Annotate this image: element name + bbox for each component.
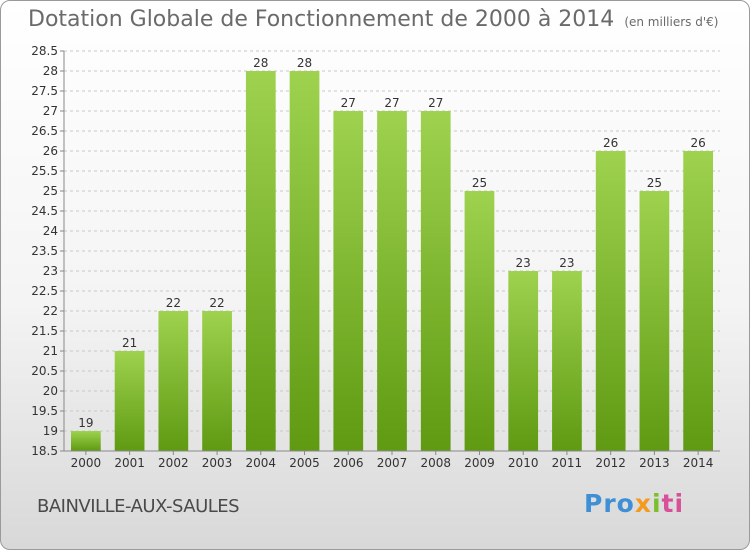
y-tick-label: 21 bbox=[43, 344, 58, 358]
y-axis-ticks: 18.5 19 19.5 20 20.5 21 21.5 22 22.5 23 23.5 24 24.5… bbox=[31, 44, 64, 458]
value-labels: 19 21 22 22 28 28 27 27 27 25 23 23 26 25 26 bbox=[78, 56, 706, 430]
bar-value-label: 23 bbox=[516, 256, 531, 270]
bar bbox=[595, 151, 626, 451]
y-tick-label: 22 bbox=[43, 304, 58, 318]
y-tick-label: 22.5 bbox=[31, 284, 58, 298]
x-axis-ticks: 2000 2001 2002 2003 2004 2005 2006 2007 2008 2009… bbox=[71, 451, 714, 470]
bar bbox=[639, 191, 670, 451]
x-tick-label: 2002 bbox=[158, 456, 189, 470]
bar-value-label: 27 bbox=[341, 96, 356, 110]
bar bbox=[114, 351, 145, 451]
x-tick-label: 2005 bbox=[289, 456, 320, 470]
y-tick-label: 20 bbox=[43, 384, 58, 398]
bar-value-label: 25 bbox=[472, 176, 487, 190]
bar-value-label: 22 bbox=[166, 296, 181, 310]
bar-value-label: 27 bbox=[428, 96, 443, 110]
bars bbox=[70, 71, 714, 451]
logo-part-1: Pro bbox=[584, 489, 635, 518]
y-tick-label: 25 bbox=[43, 184, 58, 198]
x-tick-label: 2014 bbox=[683, 456, 714, 470]
y-tick-label: 28.5 bbox=[31, 44, 58, 58]
y-tick-label: 28 bbox=[43, 64, 58, 78]
bar bbox=[683, 151, 714, 451]
bar-value-label: 28 bbox=[253, 56, 268, 70]
bar bbox=[333, 111, 364, 451]
x-tick-label: 2007 bbox=[377, 456, 408, 470]
bar-value-label: 26 bbox=[603, 136, 618, 150]
y-tick-label: 19.5 bbox=[31, 404, 58, 418]
commune-name: BAINVILLE-AUX-SAULES bbox=[37, 496, 240, 517]
y-tick-label: 27 bbox=[43, 104, 58, 118]
bar-value-label: 22 bbox=[209, 296, 224, 310]
bar-value-label: 19 bbox=[78, 416, 93, 430]
logo-part-3: i bbox=[651, 489, 662, 518]
bar bbox=[202, 311, 232, 451]
x-tick-label: 2000 bbox=[71, 456, 102, 470]
bar bbox=[552, 271, 582, 451]
x-tick-label: 2011 bbox=[552, 456, 583, 470]
bar-value-label: 28 bbox=[297, 56, 312, 70]
y-tick-label: 18.5 bbox=[31, 444, 58, 458]
y-tick-label: 26 bbox=[43, 144, 58, 158]
y-tick-label: 24 bbox=[43, 224, 58, 238]
bar bbox=[289, 71, 320, 451]
y-tick-label: 20.5 bbox=[31, 364, 58, 378]
x-tick-label: 2003 bbox=[202, 456, 233, 470]
y-tick-label: 25.5 bbox=[31, 164, 58, 178]
bar bbox=[158, 311, 189, 451]
proxiti-logo[interactable]: Proxiti bbox=[584, 489, 684, 518]
chart-title: Dotation Globale de Fonctionnement de 20… bbox=[28, 7, 718, 32]
x-tick-label: 2006 bbox=[333, 456, 364, 470]
logo-part-2: x bbox=[634, 489, 652, 518]
x-tick-label: 2009 bbox=[464, 456, 495, 470]
y-tick-label: 23.5 bbox=[31, 244, 58, 258]
y-tick-label: 24.5 bbox=[31, 204, 58, 218]
y-tick-label: 26.5 bbox=[31, 124, 58, 138]
bar bbox=[508, 271, 539, 451]
x-tick-label: 2013 bbox=[639, 456, 670, 470]
logo-part-4: ti bbox=[661, 489, 685, 518]
x-tick-label: 2008 bbox=[420, 456, 451, 470]
x-tick-label: 2004 bbox=[246, 456, 277, 470]
y-tick-label: 21.5 bbox=[31, 324, 58, 338]
chart-unit: (en milliers d'€) bbox=[624, 15, 719, 29]
bar-value-label: 25 bbox=[647, 176, 662, 190]
bar-value-label: 23 bbox=[559, 256, 574, 270]
bar-value-label: 21 bbox=[122, 336, 137, 350]
bar-value-label: 26 bbox=[690, 136, 705, 150]
y-tick-label: 23 bbox=[43, 264, 58, 278]
x-tick-label: 2012 bbox=[595, 456, 626, 470]
y-tick-label: 27.5 bbox=[31, 84, 58, 98]
bar bbox=[70, 431, 101, 451]
bar bbox=[420, 111, 451, 451]
x-tick-label: 2001 bbox=[114, 456, 145, 470]
chart-title-text: Dotation Globale de Fonctionnement de 20… bbox=[28, 7, 615, 32]
bar-value-label: 27 bbox=[384, 96, 399, 110]
bar bbox=[245, 71, 276, 451]
bar bbox=[377, 111, 407, 451]
x-tick-label: 2010 bbox=[508, 456, 539, 470]
y-tick-label: 19 bbox=[43, 424, 58, 438]
bar bbox=[464, 191, 495, 451]
